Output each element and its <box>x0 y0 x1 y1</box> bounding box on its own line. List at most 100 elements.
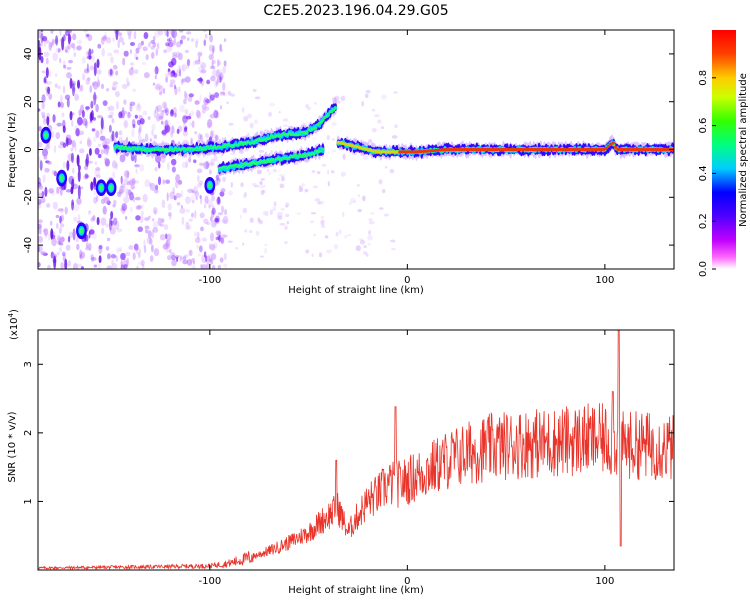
noise-speck <box>49 70 52 77</box>
noise-speck <box>55 186 59 195</box>
ridge-core <box>405 150 409 154</box>
noise-speck <box>143 245 147 254</box>
noise-speck <box>62 60 66 68</box>
noise-speck <box>199 76 203 84</box>
noise-speck <box>210 219 217 228</box>
noise-streak <box>71 178 75 191</box>
ridge-early <box>113 147 117 150</box>
noise-speck <box>137 102 140 110</box>
noise-speck <box>112 87 116 91</box>
noise-speck <box>73 52 77 57</box>
noise-speck <box>58 48 62 53</box>
ridge-core <box>476 147 480 152</box>
ridge-core <box>379 150 383 154</box>
colorbar-tick-label: 0.6 <box>698 118 709 134</box>
noise-speck <box>83 68 90 74</box>
noise-speck <box>332 138 335 141</box>
noise-speck <box>217 264 222 269</box>
noise-speck <box>190 110 194 117</box>
ridge-core <box>552 147 556 152</box>
noise-speck <box>258 149 265 153</box>
noise-speck <box>56 234 61 242</box>
noise-speck <box>167 42 174 48</box>
noise-speck <box>123 99 127 105</box>
noise-speck <box>205 255 211 262</box>
noise-speck <box>103 196 110 204</box>
noise-speck <box>138 252 141 259</box>
ridge-early <box>298 133 302 136</box>
ridge-core <box>443 148 447 152</box>
noise-speck <box>60 207 64 214</box>
noise-speck <box>179 207 186 214</box>
noise-speck <box>185 208 190 213</box>
noise-speck <box>169 72 175 78</box>
noise-speck <box>164 124 171 133</box>
ridge-core <box>376 150 381 154</box>
noise-speck <box>217 74 223 83</box>
noise-speck <box>208 258 213 263</box>
noise-speck <box>73 204 80 212</box>
noise-speck <box>68 59 74 64</box>
noise-speck <box>204 106 210 111</box>
noise-speck <box>96 69 102 75</box>
noise-speck <box>76 243 80 251</box>
ridge-core <box>640 147 644 152</box>
noise-speck <box>165 76 169 83</box>
noise-speck <box>209 113 216 119</box>
noise-speck <box>238 150 244 154</box>
snr-y-axis: 1 2 3 <box>23 361 674 505</box>
ridge-core <box>488 147 492 152</box>
noise-speck <box>123 120 129 129</box>
noise-speck <box>91 257 97 261</box>
noise-speck <box>164 73 170 77</box>
noise-speck <box>161 199 166 209</box>
ridge-core <box>516 147 520 152</box>
noise-speck <box>166 43 173 53</box>
ridge-core <box>502 147 506 152</box>
noise-speck <box>95 174 101 179</box>
noise-speck <box>200 62 207 70</box>
noise-speck <box>144 179 150 188</box>
noise-speck <box>158 85 164 94</box>
noise-speck <box>164 119 171 127</box>
noise-speck <box>86 63 89 72</box>
ridge-core <box>462 147 466 152</box>
ridge-core <box>571 147 575 152</box>
ridge-core <box>514 147 518 152</box>
noise-speck <box>363 251 368 256</box>
ridge-core <box>384 150 388 154</box>
noise-speck <box>106 237 111 242</box>
noise-speck <box>101 227 105 235</box>
noise-speck <box>92 215 96 221</box>
noise-speck <box>186 115 192 120</box>
noise-speck <box>100 149 104 155</box>
noise-speck <box>138 124 142 133</box>
noise-speck <box>73 262 79 269</box>
noise-speck <box>109 111 115 117</box>
noise-speck <box>174 180 179 189</box>
noise-speck <box>86 136 91 146</box>
noise-speck <box>60 94 63 103</box>
noise-speck <box>201 264 208 269</box>
noise-speck <box>230 152 236 155</box>
noise-speck <box>171 30 178 39</box>
ridge-core <box>663 147 667 152</box>
noise-speck <box>211 69 217 78</box>
ridge-core <box>459 147 464 152</box>
noise-speck <box>38 125 42 132</box>
snr-x-axis: -100 0 100 <box>198 330 614 587</box>
noise-speck <box>214 133 218 140</box>
noise-speck <box>211 59 214 68</box>
ridge-core <box>452 147 456 152</box>
ridge-core <box>554 147 558 152</box>
noise-speck <box>41 102 45 110</box>
noise-speck <box>150 39 155 44</box>
noise-speck <box>194 59 201 65</box>
noise-speck <box>279 222 286 226</box>
ridge-core <box>635 147 639 152</box>
noise-speck <box>147 42 151 48</box>
noise-streak <box>96 58 100 69</box>
noise-speck <box>117 40 120 49</box>
noise-speck <box>286 220 290 225</box>
noise-speck <box>162 243 169 250</box>
